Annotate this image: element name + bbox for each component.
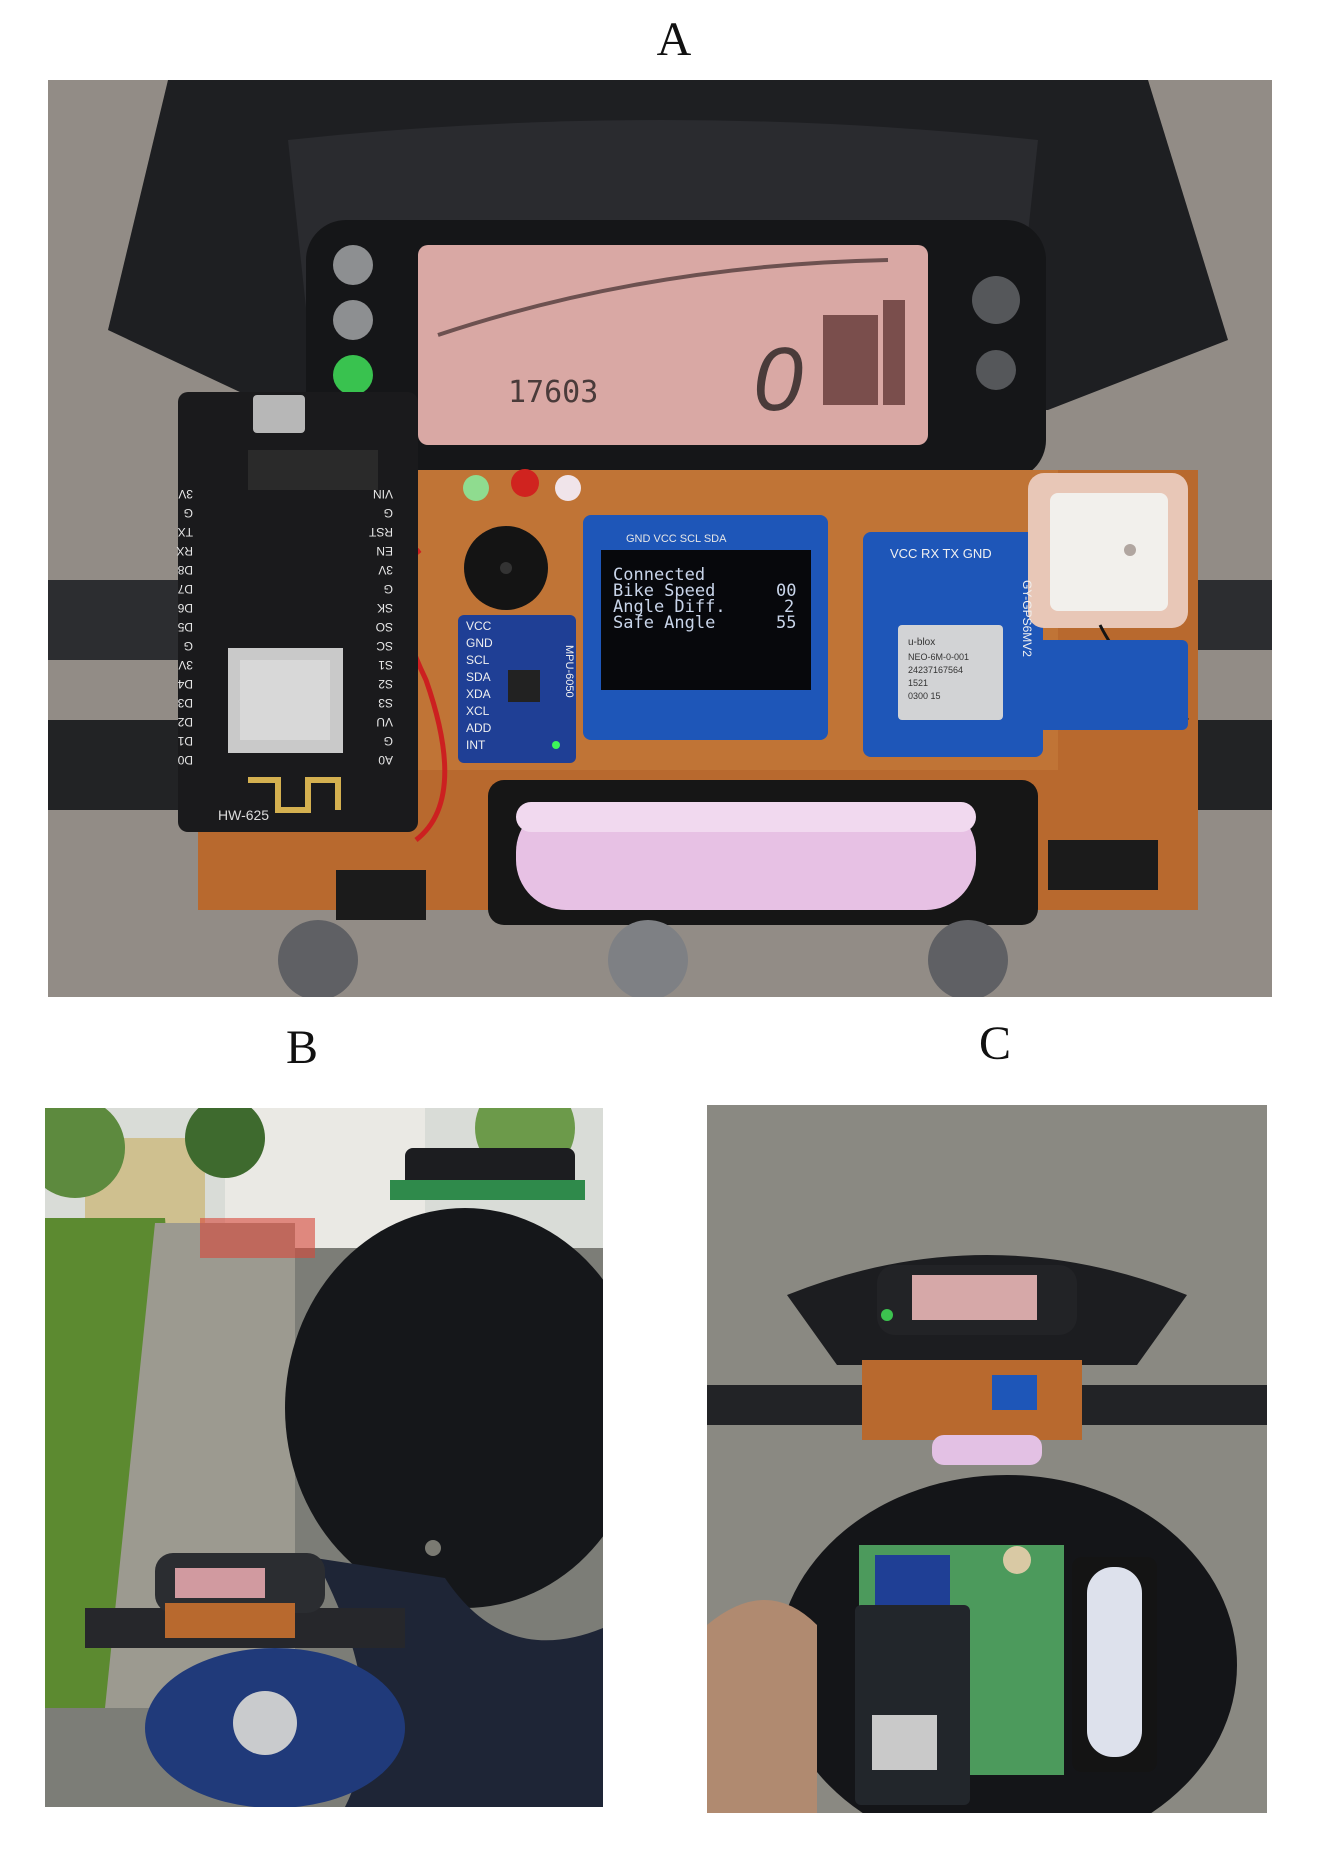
nodemcu-pin-left: G (184, 639, 193, 653)
nodemcu-pin-right: SK (377, 601, 393, 615)
nodemcu-pin-right: VU (376, 715, 393, 729)
gps-module: VCC RX TX GND u-blox NEO-6M-0-001 242371… (863, 532, 1043, 757)
nodemcu-pin-right: 3V (378, 563, 393, 577)
helmet-mounted-board (855, 1545, 1157, 1805)
nodemcu-pin-left: D1 (177, 734, 193, 748)
gps-chip-model: NEO-6M-0-001 (908, 652, 969, 662)
nodemcu-pin-left: D4 (177, 677, 193, 691)
oled-value-speed: 00 (776, 581, 796, 601)
mpu-sensor-board (458, 615, 576, 763)
nodemcu-pin-left: G (184, 506, 193, 520)
nodemcu-pin-right: RST (368, 525, 393, 539)
gps-chip-date: 1521 (908, 678, 928, 688)
nodemcu-pin-right: S1 (378, 658, 393, 672)
nodemcu-pin-left: D5 (177, 620, 193, 634)
mpu-pin-label: XDA (466, 687, 491, 701)
gps-board-label: GY-GPS6MV2 (1020, 580, 1034, 657)
nodemcu-pin-right: EN (376, 544, 393, 558)
mpu-pin-label: SDA (466, 670, 491, 684)
oled-value-safe-angle: 55 (776, 613, 796, 633)
nodemcu-label: HW-625 (218, 807, 269, 823)
mpu-pin-label: GND (466, 636, 493, 650)
nodemcu-pin-right: SO (376, 620, 393, 634)
speed-digit: 0 (753, 330, 803, 430)
photo-c-helmet-unit (707, 1105, 1267, 1813)
nodemcu-pin-left: D8 (177, 563, 193, 577)
red-led (511, 469, 539, 497)
mpu-pin-label: XCL (466, 704, 490, 718)
nodemcu-pin-left: D3 (177, 696, 193, 710)
nodemcu-pin-right: G (384, 582, 393, 596)
nodemcu-pin-left: 3V (178, 658, 193, 672)
oled-line-angle-diff: Angle Diff. (613, 597, 726, 617)
mpu-pin-label: SCL (466, 653, 490, 667)
nodemcu-pin-right: VIN (373, 487, 393, 501)
device-on-handlebar-small (165, 1603, 295, 1638)
green-led (463, 475, 489, 501)
mpu-pin-label: INT (466, 738, 486, 752)
oled-module: GND VCC SCL SDA Connected Bike Speed Ang… (583, 515, 828, 740)
nodemcu-pin-left: 3V (178, 487, 193, 501)
gps-chip-serial: 24237167564 (908, 665, 963, 675)
white-led (555, 475, 581, 501)
nodemcu-pin-left: D7 (177, 582, 193, 596)
panel-label-a: A (656, 13, 692, 66)
gps-antenna (1028, 473, 1189, 722)
oled-line-connected: Connected (613, 565, 705, 585)
nodemcu-pin-left: D0 (177, 753, 193, 767)
helmet (285, 1148, 603, 1608)
oled-line-safe-angle: Safe Angle (613, 613, 715, 633)
battery-holder (488, 780, 1038, 925)
nodemcu-pin-right: SC (376, 639, 393, 653)
nodemcu-pin-left: D6 (177, 601, 193, 615)
nodemcu-board: HW-625 (178, 392, 418, 832)
panel-label-c: C (978, 1017, 1011, 1070)
nodemcu-pin-left: TX (178, 525, 193, 539)
panel-label-b: B (285, 1021, 318, 1074)
nodemcu-pin-left: RX (176, 544, 193, 558)
gps-chip-lot: 0300 15 (908, 691, 941, 701)
dashboard-display: 17603 0 (306, 220, 1046, 480)
nodemcu-pin-right: G (384, 734, 393, 748)
nodemcu-pin-right: A0 (378, 753, 393, 767)
nodemcu-pin-left: D2 (177, 715, 193, 729)
gps-chip-brand: u-blox (908, 637, 935, 648)
oled-line-bike-speed: Bike Speed (613, 581, 715, 601)
nodemcu-pin-right: S3 (378, 696, 393, 710)
mpu-pin-label: VCC (466, 619, 492, 633)
photo-a-handlebar-device: 17603 0 HW-625 (48, 80, 1272, 997)
photo-b-rider-helmet (45, 1108, 603, 1807)
oled-value-angle-diff: 2 (784, 597, 794, 617)
mpu-board-label: MPU-6050 (563, 645, 575, 698)
slide-switch-left (336, 870, 426, 920)
odometer-reading: 17603 (508, 375, 598, 410)
handlebar-device-c (862, 1360, 1082, 1440)
charger-module (1038, 640, 1188, 730)
mpu-pin-label: ADD (466, 721, 492, 735)
gps-pin-labels: VCC RX TX GND (890, 546, 992, 561)
nodemcu-pin-right: G (384, 506, 393, 520)
oled-pin-labels: GND VCC SCL SDA (626, 533, 727, 545)
nodemcu-pin-right: S2 (378, 677, 393, 691)
slide-switch-right (1048, 840, 1158, 890)
